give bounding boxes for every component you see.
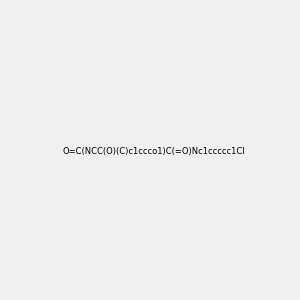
- Text: O=C(NCC(O)(C)c1ccco1)C(=O)Nc1ccccc1Cl: O=C(NCC(O)(C)c1ccco1)C(=O)Nc1ccccc1Cl: [62, 147, 245, 156]
